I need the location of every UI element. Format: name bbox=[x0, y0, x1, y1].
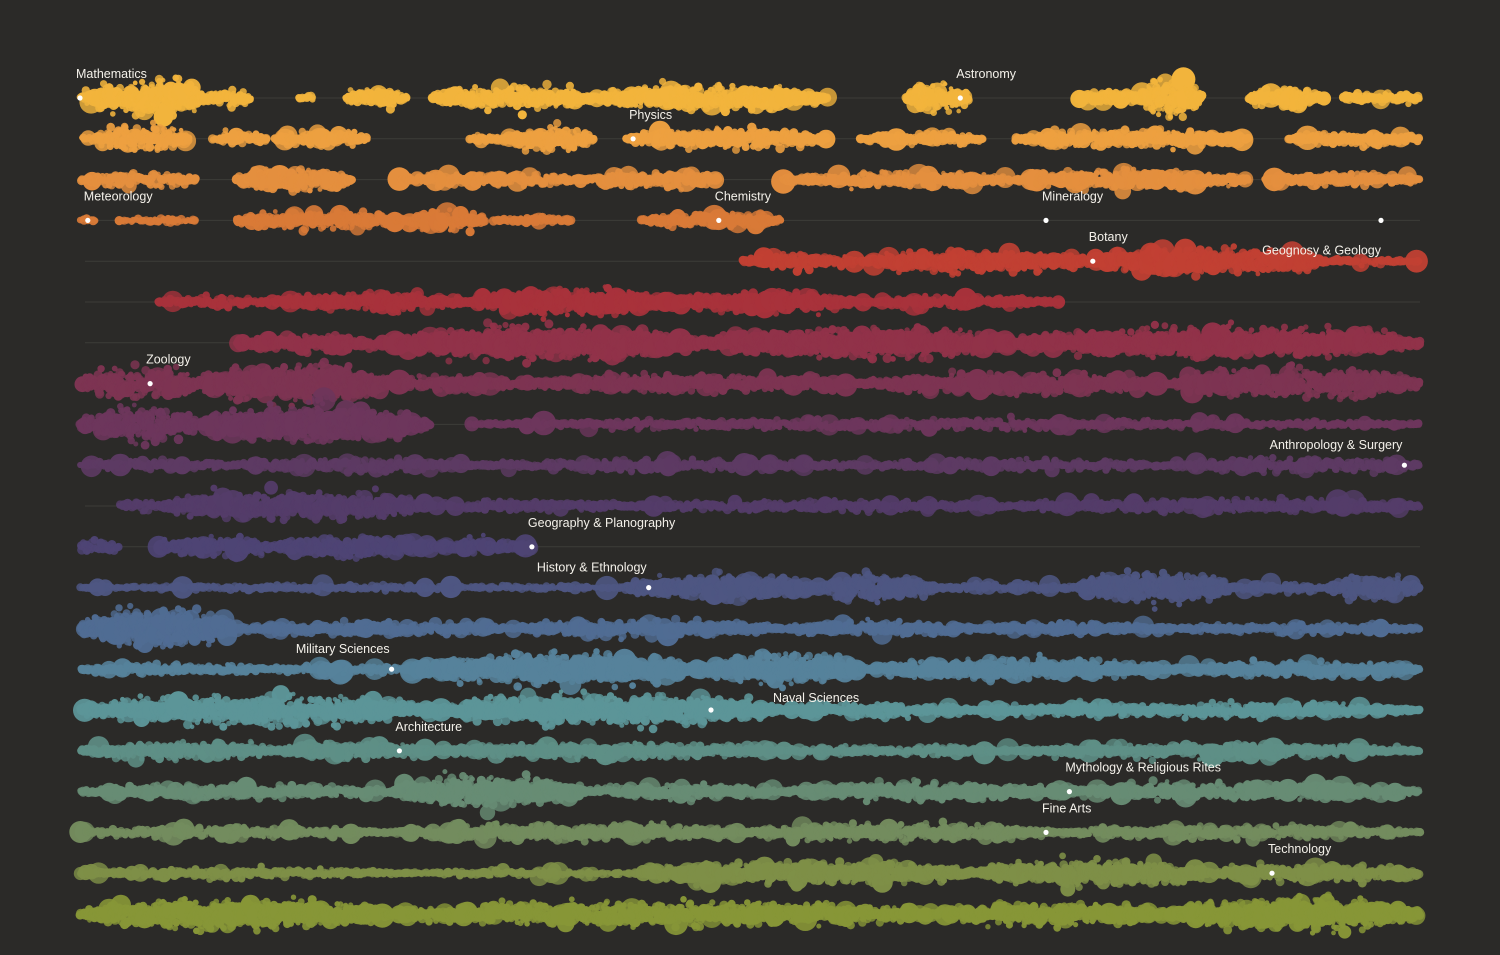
data-bubble bbox=[1244, 133, 1253, 143]
data-bubble bbox=[222, 127, 229, 134]
data-bubble bbox=[116, 83, 124, 92]
data-bubble bbox=[403, 95, 411, 102]
data-bubble bbox=[956, 108, 961, 114]
data-bubble bbox=[139, 78, 146, 85]
data-bubble bbox=[1167, 114, 1173, 120]
data-bubble bbox=[1178, 112, 1188, 122]
data-bubble bbox=[193, 176, 200, 182]
bubble-layer bbox=[69, 67, 1428, 939]
data-bubble bbox=[110, 111, 116, 117]
data-bubble bbox=[943, 81, 948, 87]
data-bubble bbox=[348, 176, 356, 183]
data-bubble bbox=[1156, 111, 1162, 118]
data-bubble bbox=[591, 135, 598, 141]
data-bubble bbox=[980, 136, 987, 143]
data-bubble bbox=[963, 95, 973, 105]
data-bubble bbox=[945, 108, 953, 115]
data-bubble bbox=[262, 135, 271, 144]
data-bubble bbox=[185, 134, 193, 142]
data-bubble bbox=[818, 87, 837, 107]
data-bubble bbox=[158, 183, 165, 190]
data-bubble bbox=[132, 80, 138, 86]
data-bubble bbox=[1197, 90, 1207, 101]
data-bubble bbox=[824, 136, 831, 143]
bubble-row bbox=[79, 119, 1424, 155]
data-bubble bbox=[1322, 95, 1330, 102]
data-bubble bbox=[553, 119, 562, 128]
data-bubble bbox=[1416, 135, 1424, 142]
data-bubble bbox=[160, 77, 166, 83]
data-bubble bbox=[542, 79, 552, 90]
data-bubble bbox=[307, 187, 313, 194]
bubble-row bbox=[76, 67, 1423, 127]
data-bubble bbox=[517, 110, 527, 120]
data-bubble bbox=[309, 94, 317, 101]
data-bubble bbox=[248, 95, 254, 101]
data-bubble bbox=[1150, 109, 1156, 115]
data-bubble bbox=[172, 127, 177, 132]
data-bubble bbox=[1170, 146, 1176, 153]
data-bubble bbox=[364, 136, 371, 143]
data-bubble bbox=[191, 108, 197, 114]
data-bubble bbox=[1417, 95, 1423, 101]
